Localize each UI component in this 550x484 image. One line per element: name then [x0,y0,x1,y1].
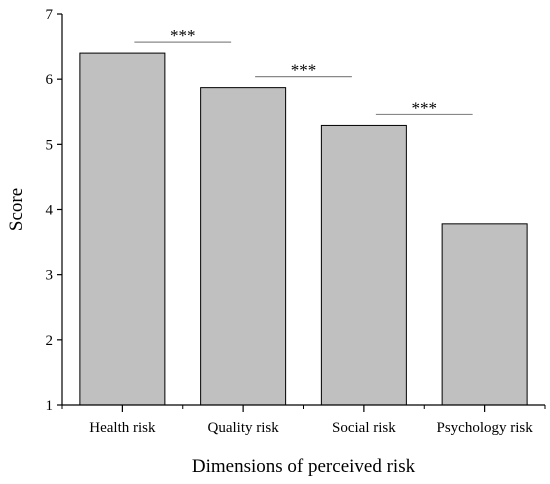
y-tick-label: 4 [46,203,54,219]
y-tick-label: 7 [46,7,54,23]
significance-annotations: *** *** *** [134,26,473,117]
y-tick-label: 2 [46,333,54,349]
bar-social-risk [320,124,407,406]
y-tick-label: 3 [46,268,54,284]
y-tick-label: 1 [46,398,54,414]
bar-psychology-risk [441,223,528,406]
bar-quality-risk [200,87,287,406]
x-tick-label: Social risk [332,420,396,436]
significance-label: *** [291,61,317,80]
y-tick-label: 6 [46,72,54,88]
x-tick-label: Quality risk [208,420,280,436]
y-axis-title: Score [6,188,27,231]
x-ticks: Health risk Quality risk Social risk Psycho… [61,405,546,436]
x-tick-label: Health risk [89,420,156,436]
significance-label: *** [170,26,196,45]
bars-group [79,52,528,406]
x-axis-title: Dimensions of perceived risk [192,456,416,477]
y-ticks: 1 2 3 4 5 6 7 [46,7,62,414]
y-tick-label: 5 [46,137,54,153]
significance-label: *** [412,98,438,117]
x-tick-label: Psychology risk [436,420,533,436]
bar-health-risk [79,52,166,406]
